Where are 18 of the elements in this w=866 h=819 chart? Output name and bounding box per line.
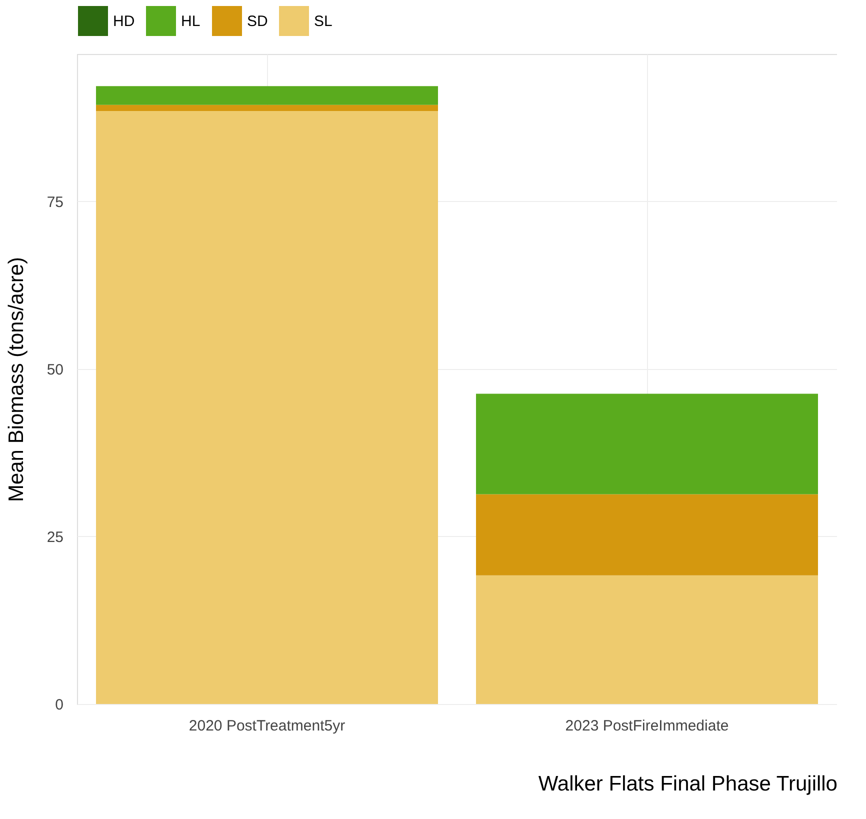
legend-label: SD xyxy=(247,13,268,30)
y-tick-label: 0 xyxy=(55,696,64,714)
x-tick-label: 2023 PostFireImmediate xyxy=(565,718,729,734)
x-axis-title: Walker Flats Final Phase Trujillo xyxy=(538,772,838,796)
bar xyxy=(96,104,438,111)
bar xyxy=(96,110,438,704)
x-tick-label: 2020 PostTreatment5yr xyxy=(188,718,346,734)
legend-label: HL xyxy=(181,13,200,30)
legend-label: SL xyxy=(314,13,332,30)
bar xyxy=(96,86,438,105)
bar xyxy=(476,394,818,494)
legend-label: HD xyxy=(113,13,135,30)
y-axis-title: Mean Biomass (tons/acre) xyxy=(4,256,28,502)
y-tick-label: 75 xyxy=(46,194,64,211)
bar xyxy=(476,494,818,576)
bar xyxy=(476,575,818,704)
y-tick-label: 25 xyxy=(46,528,64,546)
y-tick-label: 50 xyxy=(46,361,64,378)
